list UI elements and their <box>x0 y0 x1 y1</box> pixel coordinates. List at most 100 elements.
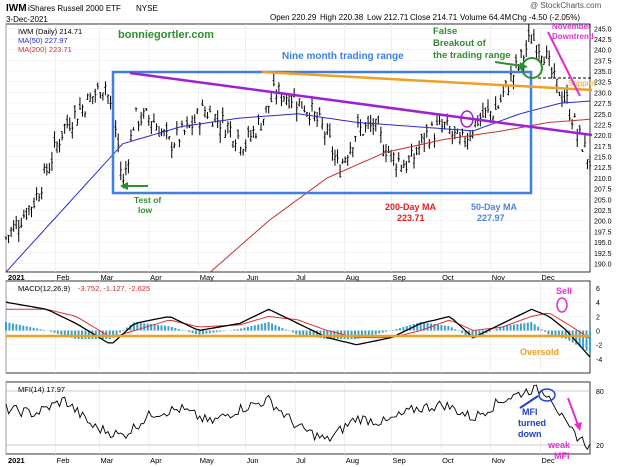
legend-price: IWM (Daily) 214.71 <box>18 27 82 36</box>
macd-histogram-bar <box>516 324 519 331</box>
header-symbol: IWM <box>6 3 27 14</box>
macd-histogram-bar <box>454 329 457 331</box>
macd-histogram-bar <box>309 330 312 337</box>
header-name: iShares Russell 2000 ETF <box>28 4 121 13</box>
macd-histogram-bar <box>191 330 194 334</box>
x-tick-label: Sep <box>392 456 405 465</box>
header-high: High 220.38 <box>320 13 364 22</box>
macd-tick-label: 4 <box>596 300 600 307</box>
macd-histogram-bar <box>277 326 280 331</box>
x-tick-label: Jul <box>296 273 306 282</box>
macd-histogram-bar <box>440 325 443 331</box>
macd-histogram-bar <box>74 330 77 339</box>
macd-histogram-bar <box>433 324 436 331</box>
macd-histogram-bar <box>447 326 450 331</box>
macd-histogram-bar <box>11 323 14 331</box>
macd-histogram-bar <box>582 330 585 349</box>
macd-histogram-bar <box>561 330 564 338</box>
macd-histogram-bar <box>53 330 56 333</box>
macd-histogram-bar <box>554 330 557 337</box>
macd-histogram-bar <box>274 324 277 331</box>
mfi-turned-line3: down <box>518 429 542 439</box>
false-breakout-line1: False <box>433 26 457 37</box>
macd-histogram-bar <box>547 330 550 335</box>
price-tick-label: 222.5 <box>594 122 612 129</box>
macd-histogram-bar <box>316 330 319 338</box>
x-tick-label: May <box>200 273 214 282</box>
macd-histogram-bar <box>461 330 464 334</box>
macd-histogram-bar <box>385 330 388 332</box>
macd-histogram-bar <box>163 325 166 331</box>
macd-histogram-bar <box>457 330 460 332</box>
macd-histogram-bar <box>506 325 509 331</box>
macd-histogram-bar <box>381 330 384 333</box>
macd-histogram-bar <box>364 330 367 337</box>
price-tick-label: 215.0 <box>594 155 612 162</box>
macd-histogram-bar <box>488 330 491 332</box>
grid-layer <box>5 24 590 454</box>
november-downtrend-line <box>547 31 581 97</box>
macd-histogram-bar <box>478 330 481 337</box>
support-label: Support <box>568 79 597 88</box>
price-tick-label: 240.0 <box>594 48 612 55</box>
macd-histogram-bar <box>43 329 46 331</box>
header-volume: Volume 64.4M <box>460 13 511 22</box>
macd-tick-label: 0 <box>596 329 600 336</box>
macd-histogram-bar <box>564 330 567 339</box>
macd-histogram-bar <box>243 327 246 331</box>
macd-histogram-bar <box>153 324 156 331</box>
x-tick-label: Mar <box>100 273 113 282</box>
macd-histogram-bar <box>250 326 253 331</box>
weak-mfi-line2: MFI <box>554 451 570 461</box>
price-tick-label: 217.5 <box>594 144 612 151</box>
price-tick-label: 227.5 <box>594 101 612 108</box>
macd-histogram-bar <box>201 330 204 335</box>
x-tick-label: Dec <box>541 456 555 465</box>
mfi-turned-line1: MFI <box>522 407 538 417</box>
macd-histogram-bar <box>578 330 581 347</box>
macd-histogram-bar <box>419 322 422 331</box>
macd-histogram-bar <box>264 322 267 331</box>
price-tick-label: 205.0 <box>594 197 612 204</box>
price-tick-label: 190.0 <box>594 261 612 268</box>
mfi-line <box>5 384 591 451</box>
price-tick-label: 242.5 <box>594 37 612 44</box>
macd-histogram-bar <box>371 330 374 336</box>
macd-histogram-bar <box>298 330 301 336</box>
test-low-line1: Test of <box>134 195 161 205</box>
weak-mfi-line1: weak <box>547 440 571 450</box>
legend-ma50: MA(50) 227.97 <box>18 36 68 45</box>
macd-histogram-bar <box>357 330 360 339</box>
sell-circle <box>556 297 568 313</box>
price-tick-label: 230.0 <box>594 90 612 97</box>
macd-histogram-bar <box>426 323 429 331</box>
x-tick-label: Feb <box>57 273 70 282</box>
x-tick-label: Nov <box>492 456 506 465</box>
macd-histogram-bar <box>322 330 325 339</box>
macd-histogram-bar <box>174 327 177 331</box>
legend-mfi: MFI(14) 17.97 <box>18 385 65 394</box>
macd-histogram-bar <box>246 326 249 331</box>
mfi-tick-label: 20 <box>596 443 604 450</box>
price-tick-label: 210.0 <box>594 176 612 183</box>
ma50-annot-line1: 50-Day MA <box>471 202 518 212</box>
macd-histogram-bar <box>436 324 439 331</box>
price-tick-label: 197.5 <box>594 229 612 236</box>
price-tick-label: 237.5 <box>594 58 612 65</box>
macd-histogram-bar <box>395 329 398 331</box>
header-open: Open 220.29 <box>270 13 317 22</box>
macd-histogram-bar <box>25 326 28 331</box>
macd-histogram-bar <box>443 325 446 331</box>
macd-histogram-bar <box>5 322 7 331</box>
macd-histogram-bar <box>215 330 218 333</box>
macd-histogram-bar <box>49 330 52 332</box>
macd-histogram-bar <box>239 328 242 331</box>
ma50-line <box>5 100 591 273</box>
macd-histogram-bar <box>537 326 540 331</box>
x-tick-label: Sep <box>392 273 405 282</box>
legend-ma200: MA(200) 223.71 <box>18 45 72 54</box>
x-tick-label: Jun <box>246 273 258 282</box>
mfi-panel-frame <box>5 381 591 455</box>
x-tick-label: Aug <box>346 273 359 282</box>
price-tick-label: 207.5 <box>594 187 612 194</box>
